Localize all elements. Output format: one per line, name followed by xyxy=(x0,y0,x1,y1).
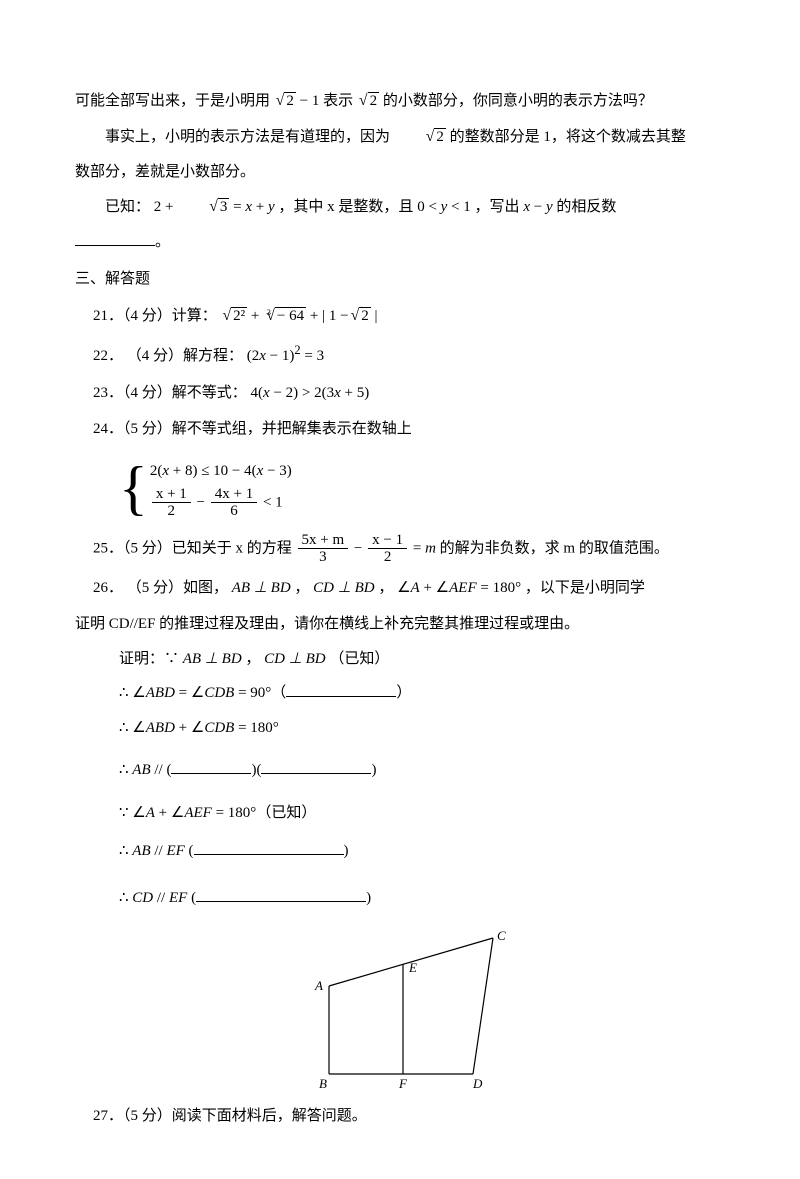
blank xyxy=(194,839,344,855)
label-C: C xyxy=(497,928,506,943)
proof-7: ∴ CD // EF () xyxy=(119,884,730,913)
label-F: F xyxy=(398,1076,408,1091)
t: ， xyxy=(245,651,260,667)
page-content: 可能全部写出来，于是小明用 √2 − 1 表示 √2 的小数部分，你同意小明的表… xyxy=(0,0,800,1179)
t: （已知） xyxy=(329,651,389,667)
text: 的小数部分，你同意小明的表示方法吗？ xyxy=(383,93,653,109)
t: ， xyxy=(378,580,393,596)
intro-p5: 。 xyxy=(75,228,730,257)
sys-line-2: x + 12 − 4x + 16 < 1 xyxy=(150,486,292,520)
t: ，以下是小明同学 xyxy=(525,580,645,596)
eqm: = m xyxy=(413,540,440,556)
label: 27．（5 分）阅读下面材料后，解答问题。 xyxy=(93,1108,367,1124)
abs-part-b: | xyxy=(371,308,378,324)
text: 三、解答题 xyxy=(75,271,150,287)
label: 23．（4 分）解不等式： xyxy=(93,385,247,401)
t: 26． （5 分）如图， xyxy=(93,580,228,596)
text: 的相反数 xyxy=(556,199,616,215)
intro-p1: 可能全部写出来，于是小明用 √2 − 1 表示 √2 的小数部分，你同意小明的表… xyxy=(75,86,730,116)
proof-6: ∴ AB // EF () xyxy=(119,837,730,866)
intro-p2: 事实上，小明的表示方法是有道理的，因为 √2 的整数部分是 1，将这个数减去其整 xyxy=(75,122,730,152)
question-24: 24．（5 分）解不等式组，并把解集表示在数轴上 xyxy=(93,415,730,444)
blank xyxy=(196,886,366,902)
text: 事实上，小明的表示方法是有道理的，因为 xyxy=(105,129,390,145)
proof-2: ∴ ∠ABD = ∠CDB = 90°（） xyxy=(119,679,730,708)
label-E: E xyxy=(408,960,417,975)
t: ） xyxy=(396,685,411,701)
blank xyxy=(171,758,251,774)
text: ，其中 x 是整数，且 xyxy=(278,199,413,215)
t: 证明：∵ xyxy=(119,651,183,667)
cbrt-neg64: 3√− 64 xyxy=(263,301,306,331)
frac2: 4x + 16 xyxy=(211,486,257,520)
intro-p4: 已知： 2 + √3 = x + y ，其中 x 是整数，且 0 < y < 1… xyxy=(75,192,730,222)
text: 数部分，差就是小数部分。 xyxy=(75,164,255,180)
sqrt2: √2 xyxy=(357,86,379,116)
proof-3: ∴ ∠ABD + ∠CDB = 180° xyxy=(119,714,730,743)
question-21: 21．（4 分）计算： √2² + 3√− 64 + | 1 −√2 | xyxy=(93,301,730,331)
m: CD ⊥ BD xyxy=(264,651,325,667)
sqrt2-b: √2 xyxy=(394,122,446,152)
label-a: 25．（5 分）已知关于 x 的方程 xyxy=(93,540,292,556)
q24-system: { 2(x + 8) ≤ 10 − 4(x − 3) x + 12 − 4x +… xyxy=(119,456,292,520)
question-22: 22． （4 分）解方程： (2x − 1)2 = 3 xyxy=(93,339,730,371)
label: 21．（4 分）计算： xyxy=(93,308,217,324)
label-b: 的解为非负数，求 m 的取值范围。 xyxy=(440,540,669,556)
label: 24．（5 分）解不等式组，并把解集表示在数轴上 xyxy=(93,421,412,437)
question-25: 25．（5 分）已知关于 x 的方程 5x + m3 − x − 12 = m … xyxy=(93,532,730,566)
proof-4: ∴ AB // ()() xyxy=(119,756,730,785)
text: 可能全部写出来，于是小明用 xyxy=(75,93,270,109)
section-3-title: 三、解答题 xyxy=(75,265,730,294)
question-26-line1: 26． （5 分）如图， AB ⊥ BD ， CD ⊥ BD ， ∠A + ∠A… xyxy=(93,574,730,603)
frac1: x + 12 xyxy=(152,486,191,520)
text: 已知： xyxy=(105,199,150,215)
m: CD ⊥ BD xyxy=(313,580,374,596)
label-B: B xyxy=(319,1076,327,1091)
sqrt3: √3 xyxy=(177,192,229,222)
question-23: 23．（4 分）解不等式： 4(x − 2) > 2(3x + 5) xyxy=(93,379,730,408)
label-A: A xyxy=(314,978,323,993)
question-26-line2: 证明 CD//EF 的推理过程及理由，请你在横线上补充完整其推理过程或理由。 xyxy=(75,610,730,639)
sys-line-1: 2(x + 8) ≤ 10 − 4(x − 3) xyxy=(150,456,292,486)
m: AB ⊥ BD xyxy=(183,651,242,667)
q25-frac1: 5x + m3 xyxy=(298,532,349,566)
sqrt-2sq: √2² xyxy=(221,301,248,331)
geometry-figure: A B F D E C xyxy=(283,924,523,1094)
label: 22． （4 分）解方程： xyxy=(93,348,243,364)
blank xyxy=(286,681,396,697)
abs-part-a: | 1 − xyxy=(322,308,348,324)
text: ，写出 xyxy=(475,199,520,215)
label-D: D xyxy=(472,1076,483,1091)
proof-1: 证明：∵ AB ⊥ BD ， CD ⊥ BD （已知） xyxy=(119,645,730,674)
brace-icon: { xyxy=(119,458,148,518)
question-27: 27．（5 分）阅读下面材料后，解答问题。 xyxy=(93,1102,730,1131)
t: 证明 CD//EF 的推理过程及理由，请你在横线上补充完整其推理过程或理由。 xyxy=(75,616,579,632)
q25-frac2: x − 12 xyxy=(368,532,407,566)
brace-lines: 2(x + 8) ≤ 10 − 4(x − 3) x + 12 − 4x + 1… xyxy=(150,456,292,520)
blank xyxy=(261,758,371,774)
intro-p3: 数部分，差就是小数部分。 xyxy=(75,158,730,187)
text: 。 xyxy=(155,234,170,250)
text: 表示 xyxy=(323,93,353,109)
sqrt2-c: √2 xyxy=(349,301,371,331)
sqrt2-minus-1: √2 xyxy=(274,86,296,116)
proof-5: ∵ ∠A + ∠AEF = 180°（已知） xyxy=(119,799,730,828)
answer-blank xyxy=(75,230,155,246)
m: AB ⊥ BD xyxy=(232,580,291,596)
t: ， xyxy=(294,580,309,596)
text: 的整数部分是 1，将这个数减去其整 xyxy=(450,129,686,145)
tail: < 1 xyxy=(263,494,283,510)
